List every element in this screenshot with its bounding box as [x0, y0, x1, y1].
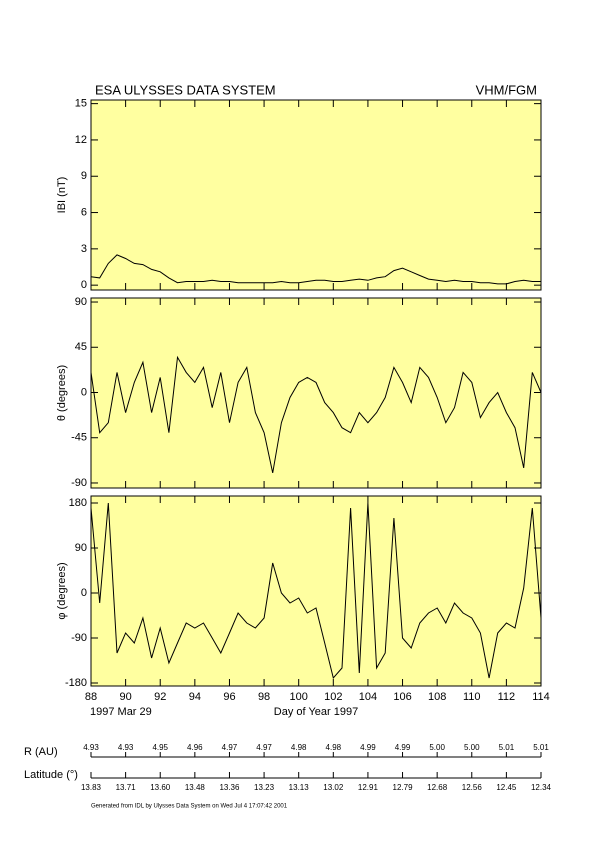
y-tick-label: 9: [81, 170, 87, 182]
latitude-value: 13.48: [185, 783, 206, 792]
latitude-value: 13.83: [81, 783, 102, 792]
y-tick-label: 0: [81, 279, 87, 291]
r-label: R (AU): [24, 746, 58, 758]
r-value: 4.97: [222, 743, 238, 752]
latitude-value: 13.23: [254, 783, 275, 792]
y-tick-label: 12: [75, 134, 87, 146]
r-value: 4.98: [291, 743, 307, 752]
header-instrument: VHM/FGM: [476, 82, 537, 97]
x-tick-label: 96: [223, 691, 235, 703]
r-value: 4.97: [256, 743, 272, 752]
y-tick-label: 180: [69, 497, 87, 509]
r-value: 4.99: [360, 743, 376, 752]
y-tick-label: 0: [81, 587, 87, 599]
x-tick-label: 88: [85, 691, 97, 703]
y-axis-label: φ (degrees): [56, 562, 68, 619]
y-tick-label: 90: [75, 542, 87, 554]
x-tick-label: 94: [189, 691, 201, 703]
r-value: 5.00: [464, 743, 480, 752]
r-value: 5.01: [533, 743, 549, 752]
r-value: 4.98: [326, 743, 342, 752]
x-tick-label: 98: [258, 691, 270, 703]
r-value: 4.93: [83, 743, 99, 752]
r-value: 4.95: [152, 743, 168, 752]
footer: Generated from IDL by Ulysses Data Syste…: [91, 804, 288, 810]
x-tick-label: 110: [463, 691, 481, 703]
y-tick-label: -90: [71, 632, 87, 644]
panel-background: [90, 99, 542, 291]
x-tick-label: 108: [428, 691, 446, 703]
latitude-value: 12.91: [358, 783, 379, 792]
x-axis-label: Day of Year 1997: [274, 706, 358, 718]
latitude-value: 13.71: [116, 783, 137, 792]
latitude-label: Latitude (°): [24, 769, 78, 781]
x-tick-label: 90: [119, 691, 131, 703]
x-tick-label: 100: [290, 691, 308, 703]
data-line: [90, 355, 542, 474]
y-tick-label: 0: [81, 386, 87, 398]
data-line: [90, 502, 542, 680]
r-value: 4.99: [395, 743, 411, 752]
r-value: 4.96: [187, 743, 203, 752]
latitude-value: 12.45: [496, 783, 517, 792]
x-tick-label: 112: [498, 691, 516, 703]
y-tick-label: 45: [75, 341, 87, 353]
header-title: ESA ULYSSES DATA SYSTEM: [95, 82, 276, 97]
y-tick-label: 90: [75, 296, 87, 308]
latitude-value: 12.56: [462, 783, 483, 792]
y-axis-label: IBI (nT): [56, 177, 68, 214]
x-tick-label: 106: [393, 691, 411, 703]
y-tick-label: 15: [75, 98, 87, 110]
r-value: 5.01: [499, 743, 515, 752]
panel-background: [90, 297, 542, 489]
y-tick-label: 3: [81, 243, 87, 255]
latitude-value: 13.36: [219, 783, 240, 792]
x-tick-label: 102: [324, 691, 342, 703]
y-axis-label: θ (degrees): [56, 365, 68, 421]
x-tick-label: 104: [359, 691, 377, 703]
panel-background: [90, 495, 542, 687]
y-tick-label: -180: [65, 677, 87, 689]
latitude-value: 12.34: [531, 783, 552, 792]
r-value: 4.93: [118, 743, 134, 752]
start-date: 1997 Mar 29: [90, 706, 152, 718]
x-tick-label: 92: [154, 691, 166, 703]
x-tick-label: 114: [532, 691, 550, 703]
latitude-value: 12.68: [427, 783, 448, 792]
data-line: [90, 254, 541, 285]
y-tick-label: -90: [71, 477, 87, 489]
latitude-value: 12.79: [393, 783, 414, 792]
r-value: 5.00: [429, 743, 445, 752]
y-tick-label: 6: [81, 206, 87, 218]
y-tick-label: -45: [71, 432, 87, 444]
latitude-value: 13.02: [323, 783, 344, 792]
latitude-value: 13.13: [289, 783, 310, 792]
latitude-value: 13.60: [150, 783, 171, 792]
